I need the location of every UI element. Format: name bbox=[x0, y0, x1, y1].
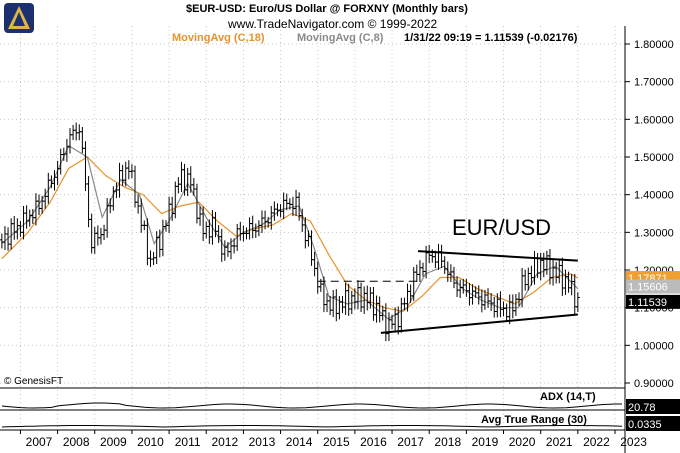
indicator-tags: 20.78 0.0335 bbox=[626, 399, 680, 431]
x-tick-label: 2011 bbox=[175, 435, 201, 449]
ma18-label: MovingAvg (C,18) bbox=[172, 32, 265, 44]
atr-line bbox=[1, 425, 623, 428]
y-tick-label: 1.80000 bbox=[634, 39, 674, 51]
x-tick-label: 2009 bbox=[100, 435, 127, 449]
trendline bbox=[380, 313, 578, 334]
x-tick-label: 2008 bbox=[63, 435, 90, 449]
x-axis-ticks: 2007 2008 2009 2010 2011 2012 2013 2014 2015 2016… bbox=[19, 430, 647, 449]
ma18-series bbox=[1, 156, 579, 313]
indicator-panels bbox=[1, 402, 623, 428]
price-series bbox=[0, 122, 580, 342]
x-tick-label: 2013 bbox=[249, 435, 276, 449]
tradenavigator-logo bbox=[4, 3, 34, 33]
x-tick-label: 2015 bbox=[323, 435, 350, 449]
x-tick-label: 2007 bbox=[26, 435, 53, 449]
ma18-line bbox=[1, 156, 579, 313]
price-tag-label: 1.11539 bbox=[628, 297, 667, 309]
x-tick-label: 2017 bbox=[397, 435, 424, 449]
ma8-label: MovingAvg (C,8) bbox=[297, 32, 384, 44]
y-tick-label: 1.40000 bbox=[634, 190, 674, 202]
price-tag-box bbox=[626, 294, 680, 309]
x-tick-label: 2019 bbox=[472, 435, 499, 449]
x-tick-label: 2020 bbox=[509, 435, 536, 449]
y-tick-label: 1.60000 bbox=[634, 114, 674, 126]
adx-label: ADX (14,T) bbox=[540, 391, 596, 403]
x-tick-label: 2022 bbox=[583, 435, 610, 449]
x-tick-label: 2016 bbox=[360, 435, 387, 449]
atr-value-box bbox=[626, 416, 680, 431]
trendline bbox=[417, 250, 578, 262]
chart-title: $EUR-USD: Euro/US Dollar @ FORXNY (Month… bbox=[186, 3, 468, 15]
atr-value-label: 0.0335 bbox=[628, 419, 662, 431]
x-tick-label: 2010 bbox=[137, 435, 164, 449]
x-tick-label: 2018 bbox=[434, 435, 461, 449]
x-tick-label: 2012 bbox=[211, 435, 238, 449]
copyright: © GenesisFT bbox=[4, 376, 64, 387]
price-tag-label: 1.15606 bbox=[628, 282, 668, 294]
y-tick-label: 0.90000 bbox=[634, 378, 674, 390]
atr-label: Avg True Range (30) bbox=[481, 414, 587, 426]
x-tick-label: 2014 bbox=[286, 435, 313, 449]
pair-annotation: EUR/USD bbox=[452, 215, 552, 240]
y-tick-label: 1.30000 bbox=[634, 227, 674, 239]
adx-line bbox=[1, 402, 622, 409]
adx-value-label: 20.78 bbox=[628, 402, 656, 414]
quote-readout: 1/31/22 09:19 = 1.11539 (-0.02176) bbox=[404, 32, 578, 44]
price-tag-box bbox=[626, 279, 680, 294]
x-tick-label: 2023 bbox=[620, 435, 647, 449]
grid-lines bbox=[0, 26, 625, 430]
x-tick-label: 2021 bbox=[546, 435, 573, 449]
chart-subtitle: www.TradeNavigator.com © 1999-2022 bbox=[228, 17, 438, 31]
y-tick-label: 1.00000 bbox=[634, 340, 674, 352]
trendlines bbox=[317, 250, 578, 334]
y-tick-label: 1.50000 bbox=[634, 152, 674, 164]
adx-value-box bbox=[626, 399, 680, 414]
y-tick-label: 1.70000 bbox=[634, 77, 674, 89]
